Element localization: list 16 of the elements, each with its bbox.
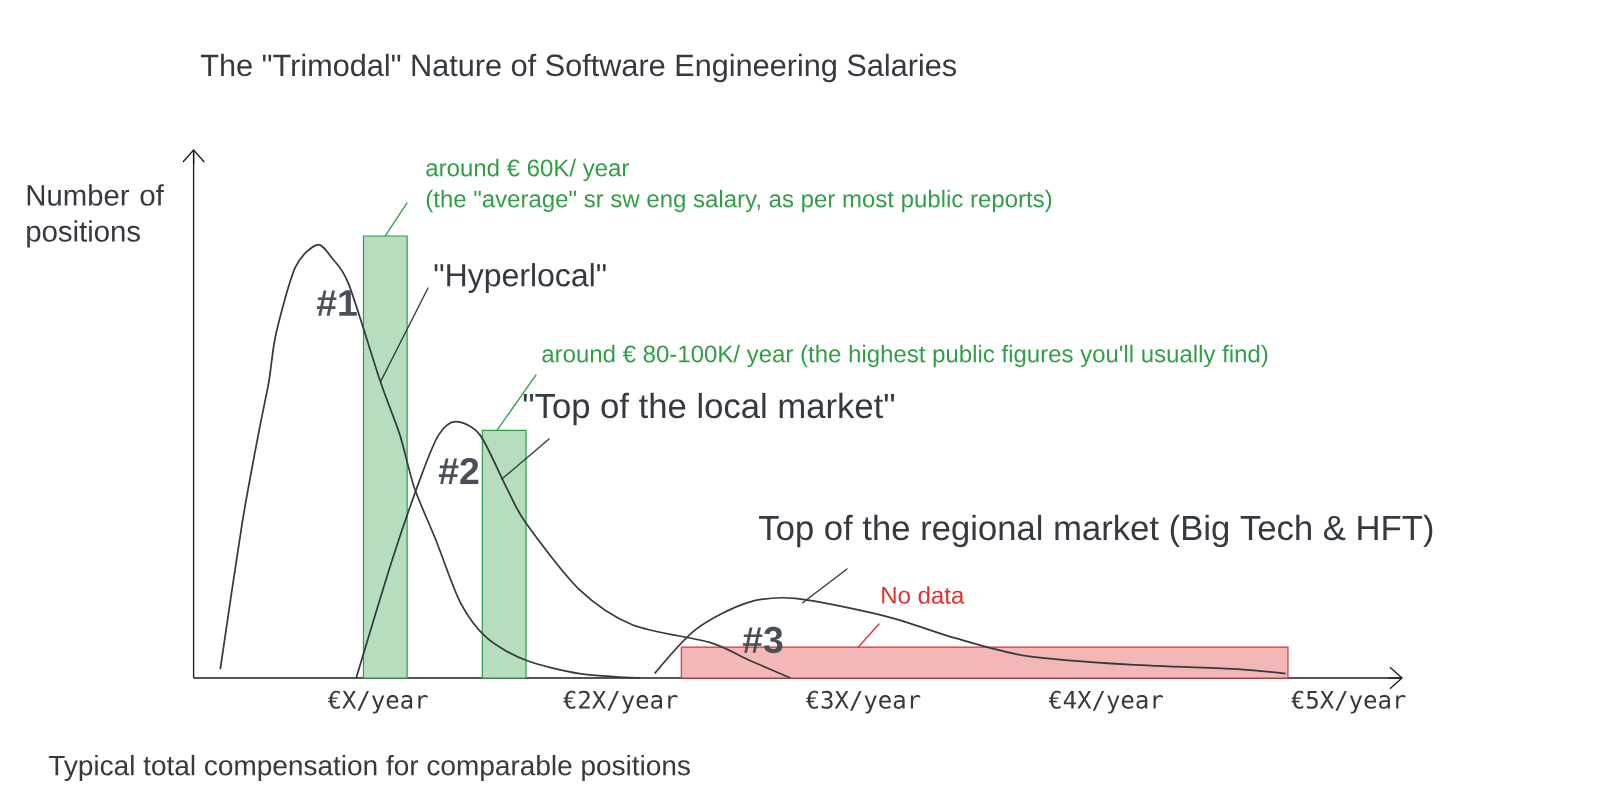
x-tick-label: €2X/year xyxy=(563,690,678,714)
x-tick-label: €X/year xyxy=(327,690,428,714)
annotation: around € 60K/ year xyxy=(426,158,629,182)
annotation: around € 80-100K/ year (the highest public figures you'll usually find) xyxy=(542,344,1268,368)
y-axis-title: Number of positions xyxy=(27,184,164,248)
annotation: "Hyperlocal" xyxy=(434,263,606,293)
chart-title: The "Trimodal" Nature of Software Engineering Salaries xyxy=(200,53,957,83)
annotation: Top of the regional market (Big Tech & HFT) xyxy=(759,514,1433,548)
annotation: #2 xyxy=(438,457,479,485)
x-tick-label: €5X/year xyxy=(1291,690,1406,714)
x-tick-label: €4X/year xyxy=(1048,690,1163,714)
x-axis-title: Typical total compensation for comparable positions xyxy=(48,754,690,782)
annotation: "Top of the local market" xyxy=(523,392,895,426)
text: (the "average" sr sw eng salary, as per most public reports) xyxy=(426,189,1052,213)
x-tick-label: €3X/year xyxy=(805,690,921,714)
annotation: No data xyxy=(882,586,965,604)
